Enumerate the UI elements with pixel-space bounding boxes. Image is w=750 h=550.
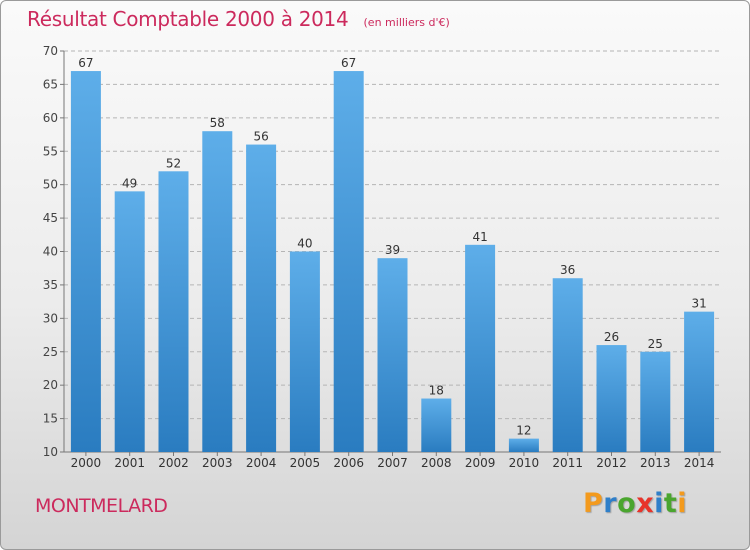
y-tick-label: 70: [43, 44, 58, 58]
y-tick-label: 65: [43, 77, 58, 91]
bar-value-label: 49: [122, 176, 137, 190]
bar: [114, 191, 145, 452]
bar-value-label: 31: [691, 297, 706, 311]
logo-letter: i: [677, 488, 688, 519]
x-tick-label: 2005: [290, 456, 321, 470]
bar-value-label: 40: [297, 237, 312, 251]
x-tick-label: 2000: [71, 456, 102, 470]
y-tick-label: 45: [43, 211, 58, 225]
bar: [684, 311, 715, 452]
x-tick-label: 2009: [465, 456, 496, 470]
y-tick-label: 40: [43, 245, 58, 259]
bar: [333, 71, 364, 453]
chart-title: Résultat Comptable 2000 à 2014: [27, 7, 349, 31]
bar-value-label: 67: [78, 56, 93, 70]
x-tick-label: 2004: [246, 456, 277, 470]
x-tick-label: 2010: [509, 456, 540, 470]
bar-value-label: 41: [472, 230, 487, 244]
x-tick-label: 2003: [202, 456, 233, 470]
bar: [640, 351, 671, 452]
x-tick-label: 2014: [684, 456, 715, 470]
y-tick-label: 25: [43, 345, 58, 359]
logo-letter: x: [636, 488, 655, 519]
logo-letter: i: [654, 488, 664, 519]
bar: [289, 251, 320, 452]
title-row: Résultat Comptable 2000 à 2014 (en milli…: [27, 7, 450, 31]
y-tick-label: 10: [43, 445, 58, 459]
y-tick-label: 55: [43, 144, 58, 158]
bar: [70, 71, 101, 453]
bar-value-label: 67: [341, 56, 356, 70]
y-tick-label: 35: [43, 278, 58, 292]
bar: [508, 438, 539, 452]
y-tick-label: 60: [43, 111, 58, 125]
bar: [421, 398, 452, 452]
x-tick-label: 2002: [158, 456, 189, 470]
x-tick-label: 2001: [114, 456, 145, 470]
x-tick-label: 2008: [421, 456, 452, 470]
bar-value-label: 58: [210, 116, 225, 130]
y-tick-label: 30: [43, 311, 58, 325]
x-tick-label: 2013: [640, 456, 671, 470]
bar: [158, 171, 189, 453]
bar-value-label: 52: [166, 156, 181, 170]
bar-value-label: 56: [253, 130, 268, 144]
y-tick-label: 50: [43, 178, 58, 192]
x-tick-label: 2012: [596, 456, 627, 470]
bar-value-label: 25: [648, 337, 663, 351]
x-tick-label: 2007: [377, 456, 408, 470]
bar-value-label: 12: [516, 424, 531, 438]
proxiti-logo[interactable]: Proxiti: [583, 488, 687, 519]
logo-letter: P: [583, 488, 604, 519]
x-tick-label: 2006: [333, 456, 364, 470]
logo-letter: r: [603, 488, 618, 519]
bar: [377, 258, 408, 452]
bar: [596, 345, 627, 452]
bar: [246, 144, 277, 453]
logo-letter: t: [663, 488, 678, 519]
logo-letter: o: [617, 488, 637, 519]
commune-name: MONTMELARD: [35, 495, 168, 517]
x-tick-label: 2011: [552, 456, 583, 470]
bar: [465, 244, 496, 452]
bar-value-label: 26: [604, 330, 619, 344]
bar: [202, 131, 233, 452]
chart-unit-label: (en milliers d'€): [363, 16, 450, 29]
bar-value-label: 18: [429, 384, 444, 398]
bar-value-label: 39: [385, 243, 400, 257]
y-tick-label: 15: [43, 412, 58, 426]
bar: [552, 278, 583, 452]
bar-value-label: 36: [560, 263, 575, 277]
y-tick-label: 20: [43, 378, 58, 392]
